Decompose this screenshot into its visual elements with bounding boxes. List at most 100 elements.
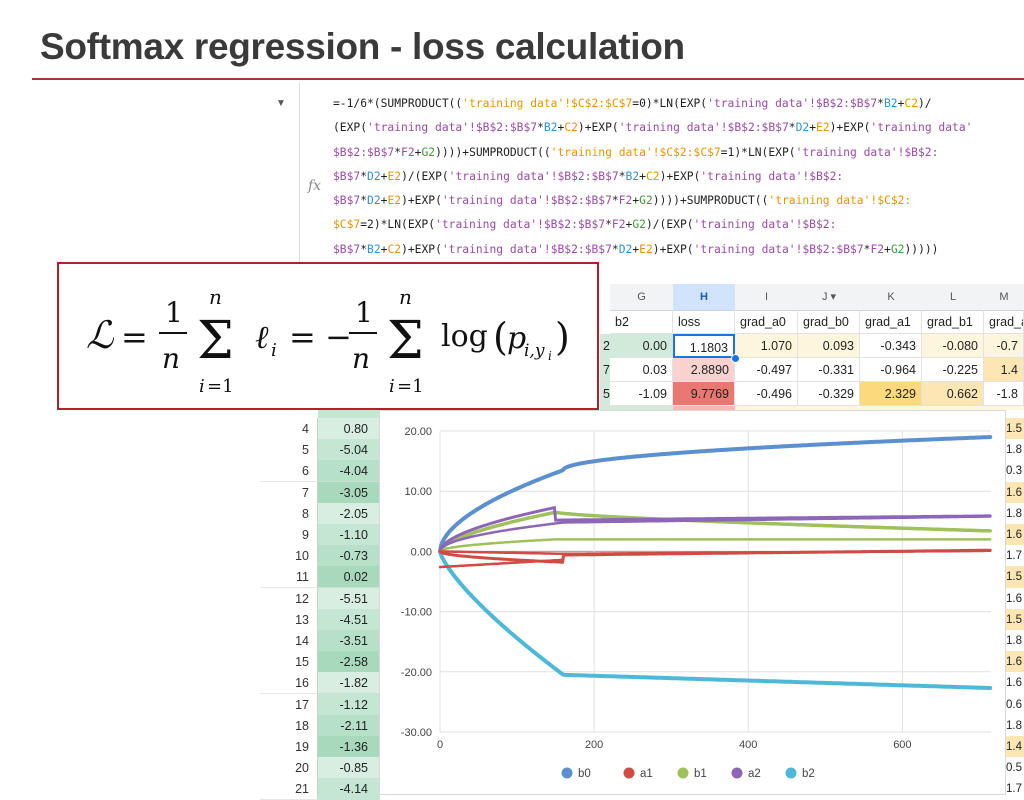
table-cell[interactable]: 1.070 bbox=[735, 334, 798, 358]
series-b1-branch bbox=[438, 538, 992, 553]
row-value[interactable]: -5.51 bbox=[318, 587, 380, 610]
table-cell[interactable]: 5 bbox=[600, 382, 610, 406]
row-value[interactable]: -1.36 bbox=[318, 736, 380, 758]
formula-token: =0)*LN(EXP( bbox=[632, 97, 708, 110]
table-cell[interactable]: 2.8890 bbox=[673, 358, 735, 382]
formula-token: B2 bbox=[883, 97, 898, 110]
row-number[interactable]: 20 bbox=[260, 757, 318, 780]
fill-handle[interactable] bbox=[731, 354, 740, 363]
header-cell[interactable]: grad_a0 bbox=[735, 310, 798, 334]
column-header-l[interactable]: L bbox=[922, 284, 985, 311]
table-cell[interactable]: 0.093 bbox=[798, 334, 860, 358]
table-cell[interactable]: 0.662 bbox=[922, 382, 984, 406]
row-number[interactable]: 7 bbox=[260, 481, 318, 504]
table-cell[interactable]: -0.343 bbox=[860, 334, 922, 358]
row-value[interactable]: -1.82 bbox=[318, 672, 380, 695]
formula-token: * bbox=[611, 194, 619, 208]
table-cell[interactable]: -1.09 bbox=[610, 382, 673, 406]
row-number[interactable]: 10 bbox=[260, 545, 318, 568]
row-number[interactable]: 19 bbox=[260, 736, 318, 758]
row-number[interactable]: 14 bbox=[260, 630, 318, 652]
row-value[interactable]: 0.80 bbox=[318, 418, 380, 440]
header-cell[interactable]: grad_b0 bbox=[798, 310, 860, 334]
row-number[interactable]: 5 bbox=[260, 439, 318, 462]
column-header-j[interactable]: J ▾ bbox=[798, 284, 861, 311]
row-number[interactable]: 12 bbox=[260, 587, 318, 610]
column-header-k[interactable]: K bbox=[860, 284, 923, 311]
svg-text:=: = bbox=[289, 318, 316, 356]
row-value[interactable]: 0.02 bbox=[318, 566, 380, 589]
header-cell[interactable]: loss bbox=[673, 310, 735, 334]
table-cell[interactable]: -0.225 bbox=[922, 358, 984, 382]
row-number[interactable]: 15 bbox=[260, 651, 318, 674]
table-cell[interactable]: 2.329 bbox=[860, 382, 922, 406]
column-header-g[interactable]: G bbox=[610, 284, 674, 311]
row-value[interactable]: -1.12 bbox=[318, 693, 380, 716]
row-number[interactable]: 21 bbox=[260, 778, 318, 800]
formula-token: + bbox=[414, 145, 422, 159]
row-number[interactable]: 6 bbox=[260, 460, 318, 483]
formula-token: 'training data'!$C$2:$C$7 bbox=[550, 145, 721, 159]
formula-token: 'training data'!$B$2:$B$7 bbox=[707, 97, 878, 110]
column-header-h[interactable]: H bbox=[673, 284, 736, 311]
formula-token: + bbox=[639, 169, 646, 183]
table-cell[interactable]: 1.1803 bbox=[673, 334, 735, 358]
row-number[interactable]: 18 bbox=[260, 714, 318, 737]
table-cell[interactable]: 1.4 bbox=[984, 358, 1024, 382]
table-cell[interactable]: 9.7769 bbox=[673, 382, 735, 406]
formula-token: * bbox=[360, 194, 368, 208]
legend-marker-b0 bbox=[561, 767, 573, 779]
table-cell[interactable]: -0.080 bbox=[922, 334, 984, 358]
table-cell[interactable]: 0.00 bbox=[610, 334, 673, 358]
row-value[interactable]: -3.51 bbox=[318, 630, 380, 652]
svg-text:): ) bbox=[555, 315, 570, 359]
edge-value: 0.6 bbox=[1006, 693, 1024, 716]
svg-text:1: 1 bbox=[165, 296, 183, 329]
row-value[interactable]: -0.73 bbox=[318, 545, 380, 568]
formula-token: + bbox=[884, 242, 891, 256]
table-cell[interactable]: 2 bbox=[600, 334, 610, 358]
x-tick-label: 600 bbox=[893, 739, 911, 751]
row-number[interactable]: 13 bbox=[260, 608, 318, 631]
formula-text[interactable]: =-1/6*(SUMPRODUCT(('training data'!$C$2:… bbox=[333, 92, 1023, 262]
formula-token: 'training data'!$B$2:$B$7 bbox=[448, 169, 619, 183]
formula-token: C2 bbox=[564, 121, 578, 135]
row-number[interactable]: 11 bbox=[260, 566, 318, 589]
column-header-i[interactable]: I bbox=[735, 284, 799, 311]
header-cell[interactable]: grad_a bbox=[984, 310, 1024, 334]
table-cell[interactable]: 7 bbox=[600, 358, 610, 382]
formula-token: * bbox=[618, 169, 626, 183]
header-cell[interactable]: b2 bbox=[610, 310, 673, 334]
row-value[interactable]: -0.85 bbox=[318, 757, 380, 780]
column-header-m[interactable]: M bbox=[984, 284, 1024, 311]
row-number[interactable]: 8 bbox=[260, 502, 318, 525]
formula-token: E2 bbox=[639, 242, 653, 256]
row-value[interactable]: -2.05 bbox=[318, 502, 380, 525]
row-value[interactable]: -2.11 bbox=[318, 714, 380, 737]
table-cell[interactable]: -1.8 bbox=[984, 382, 1024, 406]
row-value[interactable]: -3.05 bbox=[318, 481, 380, 504]
row-value[interactable]: -4.14 bbox=[318, 778, 380, 800]
table-cell[interactable]: -0.7 bbox=[984, 334, 1024, 358]
row-value[interactable]: -5.04 bbox=[318, 439, 380, 462]
name-box-dropdown-icon[interactable]: ▼ bbox=[276, 98, 286, 109]
table-cell[interactable]: -0.964 bbox=[860, 358, 922, 382]
header-cell[interactable]: grad_a1 bbox=[860, 310, 922, 334]
row-number[interactable]: 16 bbox=[260, 672, 318, 695]
x-tick-label: 200 bbox=[585, 739, 603, 751]
header-cell[interactable]: grad_b1 bbox=[922, 310, 984, 334]
table-cell[interactable]: -0.329 bbox=[798, 382, 860, 406]
row-value[interactable]: -2.58 bbox=[318, 651, 380, 674]
formula-token: )+EXP( bbox=[652, 242, 694, 256]
table-cell[interactable]: 0.03 bbox=[610, 358, 673, 382]
table-cell[interactable]: -0.331 bbox=[798, 358, 860, 382]
table-cell[interactable]: -0.497 bbox=[735, 358, 798, 382]
row-value[interactable]: -4.04 bbox=[318, 460, 380, 483]
table-cell[interactable]: -0.496 bbox=[735, 382, 798, 406]
row-value[interactable]: -1.10 bbox=[318, 524, 380, 546]
row-value[interactable]: -4.51 bbox=[318, 608, 380, 631]
row-number[interactable]: 4 bbox=[260, 418, 318, 440]
legend-label: a2 bbox=[748, 768, 761, 780]
row-number[interactable]: 9 bbox=[260, 524, 318, 546]
row-number[interactable]: 17 bbox=[260, 693, 318, 716]
